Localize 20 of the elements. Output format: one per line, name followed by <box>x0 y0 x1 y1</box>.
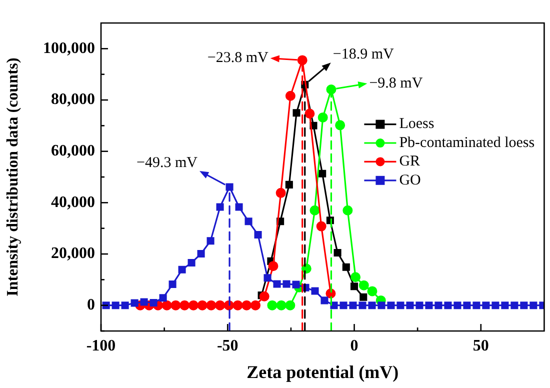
legend-label: Pb-contaminated loess <box>399 134 535 151</box>
annotation: −18.9 mV <box>332 46 394 63</box>
x-tick-label: 0 <box>350 338 358 355</box>
x-axis-title: Zeta potential (mV) <box>246 362 399 382</box>
y-tick-label: 20,000 <box>51 245 95 262</box>
x-tick-label: 50 <box>472 338 489 355</box>
legend-label: GR <box>399 154 420 170</box>
y-axis-title: Intensity distribution data (counts) <box>4 58 22 296</box>
y-tick-label: 100,000 <box>43 40 95 57</box>
y-tick-label: 40,000 <box>51 194 95 211</box>
annotation: −23.8 mV <box>207 50 268 66</box>
legend-label: Loess <box>399 116 434 132</box>
x-tick-label: -50 <box>216 338 238 355</box>
x-tick-label: -100 <box>86 338 116 355</box>
annotation: −49.3 mV <box>136 154 198 171</box>
legend-label: GO <box>399 172 422 188</box>
y-tick-label: 80,000 <box>51 91 95 108</box>
y-tick-label: 60,000 <box>51 142 95 160</box>
annotation: −9.8 mV <box>369 75 423 92</box>
y-tick-label: 0 <box>87 296 95 314</box>
